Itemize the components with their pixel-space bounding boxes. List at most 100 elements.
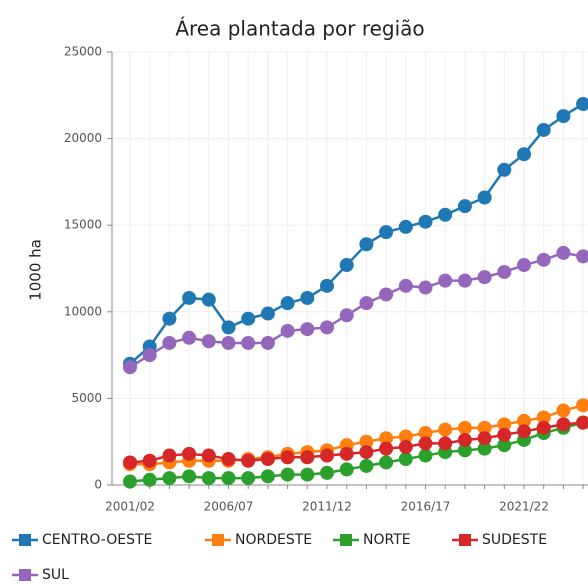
data-point	[260, 452, 275, 467]
data-point	[398, 439, 413, 454]
data-point	[438, 422, 453, 437]
data-point	[300, 290, 315, 305]
data-point	[359, 237, 374, 252]
data-point	[142, 348, 157, 363]
data-point	[339, 258, 354, 273]
data-point	[280, 450, 295, 465]
data-point	[162, 448, 177, 463]
data-point	[576, 415, 588, 430]
legend-label: CENTRO-OESTE	[42, 532, 152, 548]
data-point	[418, 280, 433, 295]
data-point	[359, 458, 374, 473]
y-tick-label: 5000	[71, 391, 102, 405]
data-point	[517, 147, 531, 162]
legend-label: SUL	[42, 567, 69, 583]
legend-marker	[212, 534, 224, 546]
data-point	[457, 420, 472, 435]
data-point	[457, 443, 472, 458]
series-line	[129, 102, 584, 365]
data-point	[241, 471, 256, 486]
data-point	[438, 273, 453, 288]
data-point	[556, 109, 571, 124]
data-point	[320, 320, 334, 335]
data-point	[517, 424, 531, 439]
data-point	[438, 207, 453, 222]
data-point	[497, 438, 512, 453]
data-point	[379, 225, 394, 240]
data-point	[359, 434, 374, 449]
y-tick-label: 10000	[64, 304, 102, 318]
data-point	[201, 292, 216, 307]
x-tick-label: 2001/02	[105, 500, 155, 514]
y-tick-label: 0	[94, 478, 102, 492]
data-point	[123, 474, 137, 489]
data-point	[300, 450, 315, 465]
chart-title: Área plantada por região	[175, 17, 424, 41]
data-point	[576, 249, 588, 264]
data-point	[497, 264, 512, 279]
data-point	[497, 162, 512, 177]
y-tick-label: 20000	[64, 131, 102, 145]
data-point	[398, 219, 413, 234]
x-tick-label: 2011/12	[302, 500, 352, 514]
data-point	[497, 417, 512, 432]
data-point	[359, 445, 374, 460]
data-point	[398, 452, 413, 467]
data-point	[536, 410, 551, 425]
data-point	[457, 273, 472, 288]
legend-marker	[19, 534, 31, 546]
data-point	[241, 311, 256, 326]
data-point	[556, 403, 571, 418]
data-point	[457, 432, 472, 447]
y-axis-label: 1000 ha	[27, 239, 45, 301]
data-point	[221, 471, 236, 486]
data-point	[438, 436, 453, 451]
x-tick-label: 2021/22	[499, 500, 549, 514]
data-point	[339, 446, 354, 461]
data-point	[556, 245, 571, 260]
data-point	[379, 431, 394, 446]
y-tick-label: 25000	[64, 45, 102, 59]
legend-label: SUDESTE	[482, 532, 547, 548]
data-point	[201, 334, 216, 349]
x-tick-label: 2006/07	[204, 500, 254, 514]
data-point	[379, 441, 394, 456]
data-point	[221, 320, 236, 335]
data-point	[201, 471, 216, 486]
data-point	[517, 258, 531, 273]
data-point	[280, 323, 295, 338]
data-point	[418, 436, 433, 451]
data-point	[418, 448, 433, 463]
data-point	[221, 452, 236, 467]
data-point	[260, 306, 275, 321]
data-point	[300, 322, 315, 337]
data-point	[457, 199, 472, 214]
legend-label: NORTE	[363, 532, 411, 548]
data-point	[536, 122, 551, 137]
data-point	[379, 287, 394, 302]
data-point	[418, 214, 433, 229]
data-point	[339, 462, 354, 477]
data-point	[398, 278, 413, 293]
data-point	[477, 420, 492, 435]
data-point	[320, 448, 334, 463]
data-point	[182, 290, 197, 305]
data-point	[320, 465, 334, 480]
data-point	[280, 467, 295, 482]
data-point	[379, 455, 394, 470]
data-point	[201, 448, 216, 463]
data-point	[497, 427, 512, 442]
data-point	[162, 311, 177, 326]
data-point	[280, 296, 295, 311]
data-point	[241, 335, 256, 350]
data-point	[182, 469, 197, 484]
data-point	[320, 278, 334, 293]
data-point	[398, 429, 413, 444]
data-point	[576, 398, 588, 413]
data-point	[477, 190, 492, 205]
data-point	[300, 467, 315, 482]
data-point	[517, 413, 531, 428]
data-point	[556, 417, 571, 432]
data-point	[182, 330, 197, 345]
data-point	[162, 471, 177, 486]
